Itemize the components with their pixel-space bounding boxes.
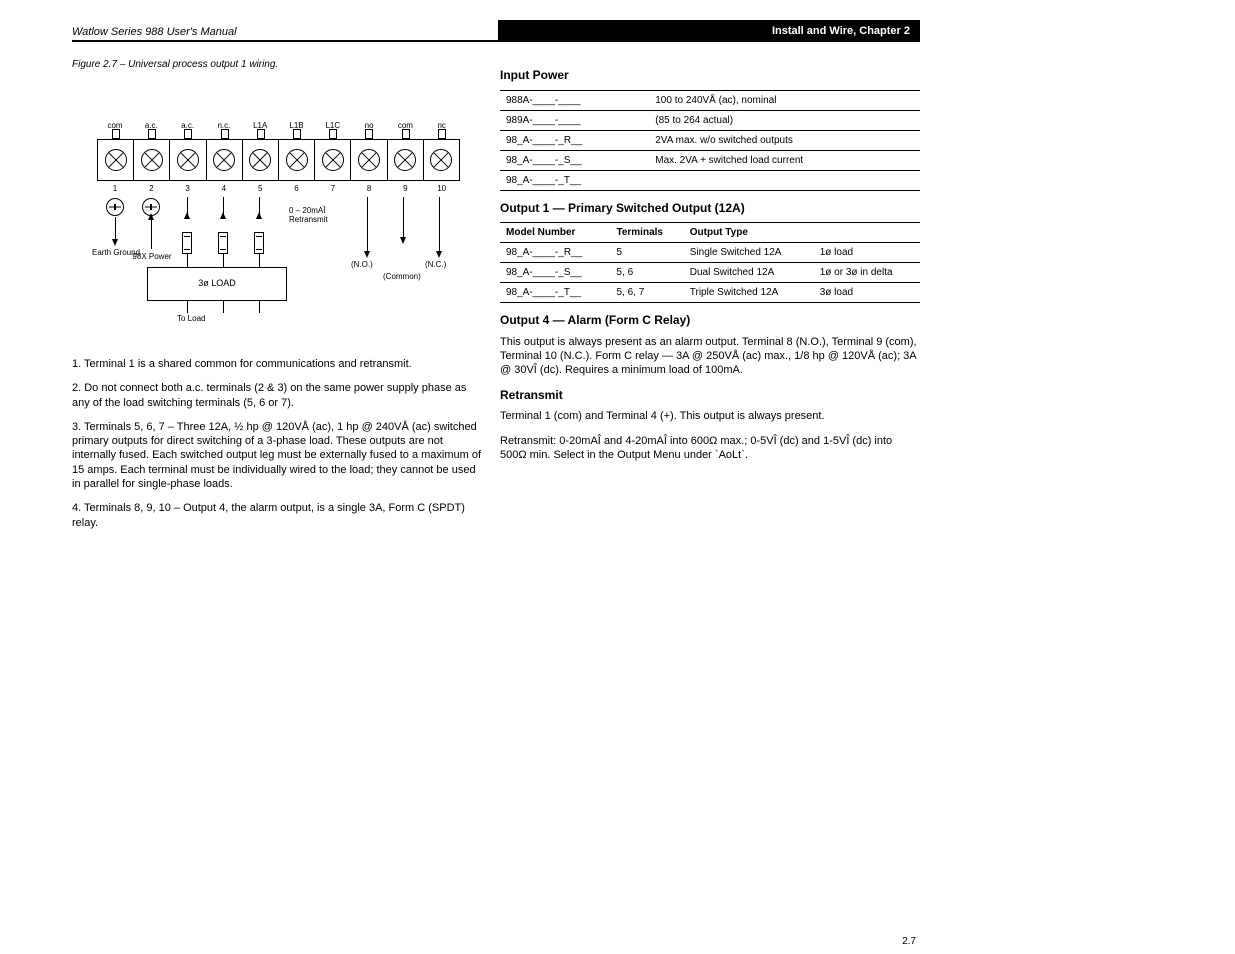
- para-output4: This output is always present as an alar…: [500, 335, 920, 378]
- content-body: Figure 2.7 – Universal process output 1 …: [72, 58, 920, 540]
- tbl2-h2: Output Type: [684, 223, 920, 243]
- terminal-number: 9: [387, 184, 423, 194]
- screw-icon: [394, 149, 416, 171]
- table-cell: 1ø load: [814, 243, 920, 263]
- table-cell: 5: [610, 243, 683, 263]
- header-left: Watlow Series 988 User's Manual: [72, 20, 498, 42]
- table-cell: 100 to 240VÅ (ac), nominal: [649, 90, 920, 110]
- screw-icon: [177, 149, 199, 171]
- screw-icon: [249, 149, 271, 171]
- retransmit-note: 0 – 20mAÎ Retransmit: [289, 207, 359, 225]
- table-cell: Dual Switched 12A: [684, 263, 814, 283]
- screw-icon: [322, 149, 344, 171]
- power-label: 98X Power: [125, 253, 179, 262]
- tbl2-h0: Model Number: [500, 223, 610, 243]
- section-output1: Output 1 — Primary Switched Output (12A): [500, 201, 920, 217]
- terminal-top-label: com: [387, 121, 423, 131]
- left-column: Figure 2.7 – Universal process output 1 …: [72, 58, 482, 540]
- table-cell: 2VA max. w/o switched outputs: [649, 130, 920, 150]
- terminal-top-label: no: [351, 121, 387, 131]
- section-retransmit: Retransmit: [500, 388, 920, 404]
- page-number: 2.7: [902, 936, 916, 947]
- table-cell: 1ø or 3ø in delta: [814, 263, 920, 283]
- terminal-top-label: L1A: [242, 121, 278, 131]
- terminal-strip: [97, 139, 460, 181]
- terminal-number: 8: [351, 184, 387, 194]
- section-output4: Output 4 — Alarm (Form C Relay): [500, 313, 920, 329]
- terminal-number: 4: [206, 184, 242, 194]
- com-label: (Common): [383, 273, 421, 282]
- table-cell: 98_A-____-_T__: [500, 283, 610, 303]
- terminal-number: 7: [315, 184, 351, 194]
- table-cell: Triple Switched 12A: [684, 283, 814, 303]
- table-cell: 98_A-____-_R__: [500, 243, 610, 263]
- note-3: 3. Terminals 5, 6, 7 – Three 12A, ½ hp @…: [72, 420, 482, 491]
- screw-icon: [213, 149, 235, 171]
- section-input-power: Input Power: [500, 68, 920, 84]
- figure-title: Figure 2.7 – Universal process output 1 …: [72, 58, 482, 71]
- table-cell: [649, 170, 920, 190]
- terminal-number: 10: [424, 184, 460, 194]
- screw-icon: [286, 149, 308, 171]
- terminal-top-label: L1C: [315, 121, 351, 131]
- to-load-label: To Load: [177, 315, 205, 324]
- table-cell: Single Switched 12A: [684, 243, 814, 263]
- table-cell: 98_A-____-_S__: [500, 150, 649, 170]
- table-cell: 3ø load: [814, 283, 920, 303]
- screw-icon: [141, 149, 163, 171]
- screw-icon: [358, 149, 380, 171]
- right-column: Input Power 988A-____-____100 to 240VÅ (…: [500, 58, 920, 540]
- note-2: 2. Do not connect both a.c. terminals (2…: [72, 381, 482, 410]
- table-cell: Max. 2VA + switched load current: [649, 150, 920, 170]
- terminal-number: 6: [279, 184, 315, 194]
- table-cell: 5, 6: [610, 263, 683, 283]
- terminal-number: 2: [133, 184, 169, 194]
- table-cell: 988A-____-____: [500, 90, 649, 110]
- terminal-top-label: com: [97, 121, 133, 131]
- table-output1: Model Number Terminals Output Type 98_A-…: [500, 222, 920, 303]
- note-4: 4. Terminals 8, 9, 10 – Output 4, the al…: [72, 501, 482, 530]
- table-cell: 5, 6, 7: [610, 283, 683, 303]
- para-retransmit-intro: Terminal 1 (com) and Terminal 4 (+). Thi…: [500, 409, 920, 423]
- wiring-diagram: Earth Ground 98X Power 3ø LOAD: [87, 77, 467, 347]
- header-right: Install and Wire, Chapter 2: [498, 20, 920, 42]
- table-cell: 989A-____-____: [500, 110, 649, 130]
- screw-icon: [105, 149, 127, 171]
- terminal-top-label: n.c.: [206, 121, 242, 131]
- terminal-number: 1: [97, 184, 133, 194]
- terminal-top-label: nc: [424, 121, 460, 131]
- terminal-number: 3: [170, 184, 206, 194]
- table-input-power: 988A-____-____100 to 240VÅ (ac), nominal…: [500, 90, 920, 191]
- terminal-top-label: L1B: [279, 121, 315, 131]
- para-retransmit: Retransmit: 0-20mAÎ and 4-20mAÎ into 600…: [500, 434, 920, 463]
- no-label: (N.O.): [351, 261, 373, 270]
- table-cell: 98_A-____-_T__: [500, 170, 649, 190]
- terminal-top-label: a.c.: [170, 121, 206, 131]
- screw-icon: [430, 149, 452, 171]
- table-cell: 98_A-____-_S__: [500, 263, 610, 283]
- page-header: Watlow Series 988 User's Manual Install …: [72, 20, 920, 42]
- load-box: 3ø LOAD: [147, 267, 287, 301]
- nc-label: (N.C.): [425, 261, 446, 270]
- tbl2-h1: Terminals: [610, 223, 683, 243]
- table-cell: 98_A-____-_R__: [500, 130, 649, 150]
- terminal-top-label: a.c.: [133, 121, 169, 131]
- terminal-number: 5: [242, 184, 278, 194]
- note-1: 1. Terminal 1 is a shared common for com…: [72, 357, 482, 371]
- table-cell: (85 to 264 actual): [649, 110, 920, 130]
